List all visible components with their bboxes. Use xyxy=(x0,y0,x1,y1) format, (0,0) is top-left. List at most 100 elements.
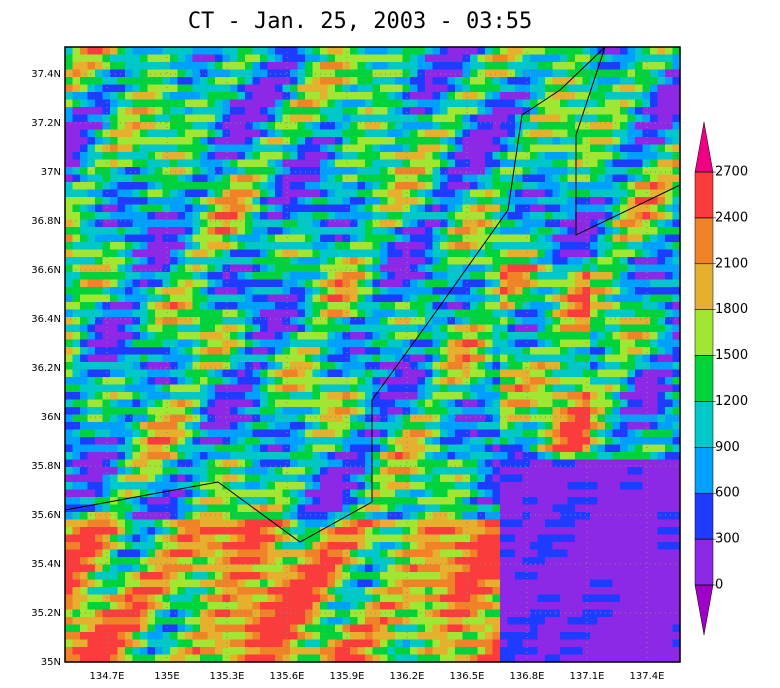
raster-cell xyxy=(478,347,486,355)
raster-cell xyxy=(283,55,291,63)
raster-cell xyxy=(268,385,276,393)
raster-cell xyxy=(403,182,411,190)
raster-cell xyxy=(395,610,403,618)
raster-cell xyxy=(365,167,373,175)
raster-cell xyxy=(230,385,238,393)
raster-cell xyxy=(260,610,268,618)
raster-cell xyxy=(148,190,156,198)
raster-cell xyxy=(268,550,276,558)
raster-cell xyxy=(440,107,448,115)
raster-cell xyxy=(500,167,508,175)
raster-cell xyxy=(373,242,381,250)
raster-cell xyxy=(65,92,73,100)
raster-cell xyxy=(275,647,283,655)
raster-cell xyxy=(463,647,471,655)
raster-cell xyxy=(245,557,253,565)
raster-cell xyxy=(88,227,96,235)
raster-cell xyxy=(320,430,328,438)
raster-cell xyxy=(290,362,298,370)
raster-cell xyxy=(358,535,366,543)
raster-cell xyxy=(155,422,163,430)
raster-cell xyxy=(200,62,208,70)
raster-cell xyxy=(515,55,523,63)
raster-cell xyxy=(283,62,291,70)
raster-cell xyxy=(298,182,306,190)
raster-cell xyxy=(275,430,283,438)
raster-cell xyxy=(305,92,313,100)
raster-cell xyxy=(433,355,441,363)
raster-cell xyxy=(328,85,336,93)
raster-cell xyxy=(65,212,73,220)
raster-cell xyxy=(320,62,328,70)
raster-cell xyxy=(433,385,441,393)
raster-cell xyxy=(238,505,246,513)
raster-cell xyxy=(125,347,133,355)
raster-cell xyxy=(148,370,156,378)
raster-cell xyxy=(155,272,163,280)
raster-cell xyxy=(290,310,298,318)
raster-cell xyxy=(305,212,313,220)
raster-cell xyxy=(410,542,418,550)
raster-cell xyxy=(260,242,268,250)
raster-cell xyxy=(125,212,133,220)
raster-cell xyxy=(373,332,381,340)
raster-cell xyxy=(328,505,336,513)
raster-cell xyxy=(260,137,268,145)
raster-cell xyxy=(335,497,343,505)
raster-cell xyxy=(403,482,411,490)
raster-cell xyxy=(365,632,373,640)
raster-cell xyxy=(95,317,103,325)
raster-cell xyxy=(418,437,426,445)
raster-cell xyxy=(140,625,148,633)
raster-cell xyxy=(230,587,238,595)
raster-cell xyxy=(493,47,501,55)
raster-cell xyxy=(103,137,111,145)
raster-cell xyxy=(125,550,133,558)
raster-cell xyxy=(508,100,516,108)
raster-cell xyxy=(313,482,321,490)
raster-cell xyxy=(478,122,486,130)
raster-cell xyxy=(425,77,433,85)
raster-cell xyxy=(193,310,201,318)
raster-cell xyxy=(418,287,426,295)
raster-cell xyxy=(448,362,456,370)
raster-cell xyxy=(508,130,516,138)
raster-cell xyxy=(433,130,441,138)
raster-cell xyxy=(110,460,118,468)
raster-cell xyxy=(200,640,208,648)
raster-cell xyxy=(335,182,343,190)
raster-cell xyxy=(515,452,523,460)
raster-cell xyxy=(193,617,201,625)
raster-cell xyxy=(253,542,261,550)
raster-cell xyxy=(73,325,81,333)
raster-cell xyxy=(253,62,261,70)
raster-cell xyxy=(410,62,418,70)
raster-cell xyxy=(388,220,396,228)
raster-cell xyxy=(73,490,81,498)
raster-cell xyxy=(425,272,433,280)
raster-cell xyxy=(298,302,306,310)
raster-cell xyxy=(358,100,366,108)
raster-cell xyxy=(238,572,246,580)
raster-cell xyxy=(200,190,208,198)
raster-cell xyxy=(313,287,321,295)
raster-cell xyxy=(125,62,133,70)
raster-cell xyxy=(508,422,516,430)
raster-cell xyxy=(245,580,253,588)
raster-cell xyxy=(215,580,223,588)
raster-cell xyxy=(350,475,358,483)
raster-cell xyxy=(388,557,396,565)
raster-cell xyxy=(238,437,246,445)
raster-cell xyxy=(350,602,358,610)
raster-cell xyxy=(140,602,148,610)
raster-cell xyxy=(508,587,516,595)
raster-cell xyxy=(118,62,126,70)
raster-cell xyxy=(193,227,201,235)
raster-cell xyxy=(245,317,253,325)
raster-cell xyxy=(350,227,358,235)
raster-cell xyxy=(118,445,126,453)
raster-cell xyxy=(125,242,133,250)
raster-cell xyxy=(118,160,126,168)
raster-cell xyxy=(148,527,156,535)
raster-cell xyxy=(455,122,463,130)
